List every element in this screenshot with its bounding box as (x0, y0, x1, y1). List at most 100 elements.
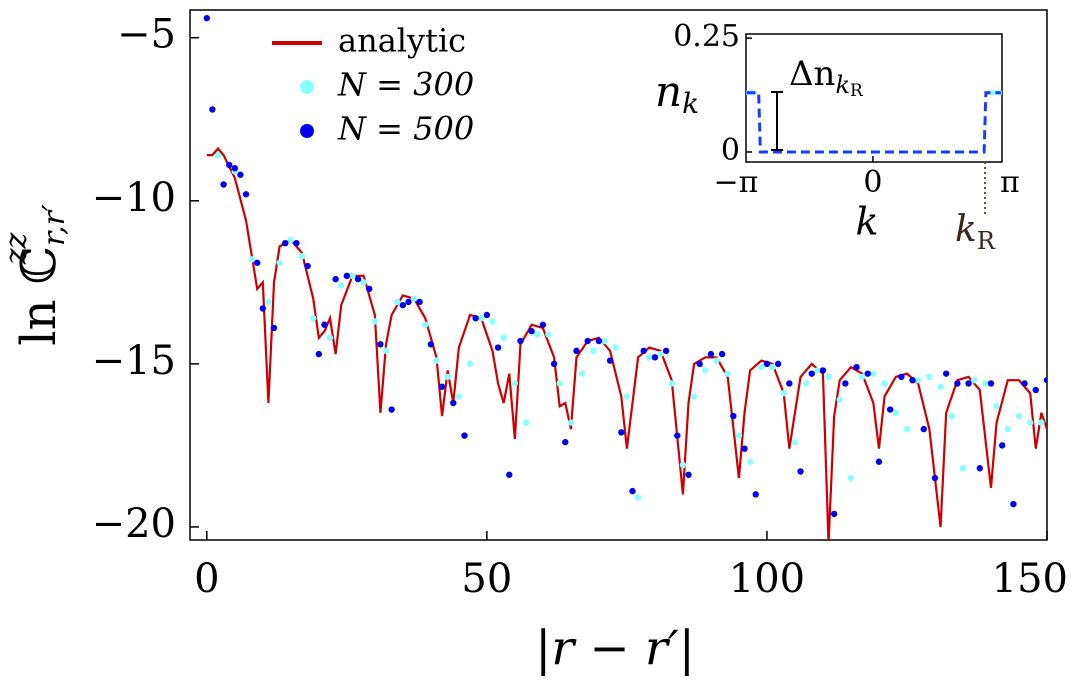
point (354, 275, 362, 283)
x-tick-label: 50 (461, 556, 512, 602)
point (903, 425, 911, 433)
legend-label: N = 300 (337, 66, 474, 104)
point (349, 272, 356, 280)
point (618, 429, 625, 436)
point (270, 324, 278, 332)
point (276, 259, 283, 266)
point (990, 90, 996, 96)
delta-base: Δn (789, 54, 835, 94)
point (752, 491, 759, 498)
y-axis-label: ln ℂr,r′zz (0, 204, 72, 346)
axes-frame (189, 9, 1048, 541)
point (293, 240, 300, 247)
point (769, 363, 776, 371)
point (282, 240, 289, 247)
point (623, 393, 631, 400)
point (545, 331, 552, 338)
point (674, 432, 681, 439)
point (774, 360, 782, 368)
point (315, 350, 323, 358)
point (1032, 386, 1039, 394)
x-tick-label: 100 (729, 556, 805, 602)
delta-bracket (771, 91, 783, 151)
axes-frame (745, 33, 1003, 163)
point (500, 334, 507, 341)
point (735, 432, 743, 439)
point (567, 419, 575, 426)
point (646, 354, 653, 361)
point (310, 315, 317, 322)
inset-bg (746, 34, 1002, 162)
point (220, 181, 227, 188)
point (730, 412, 737, 420)
x-tick-label: 0 (194, 556, 219, 602)
delta-sub: k (835, 71, 850, 99)
x-axis-label: |r − r′| (535, 621, 695, 677)
point (259, 305, 267, 312)
point (377, 341, 384, 348)
point (657, 350, 664, 358)
point (528, 328, 535, 335)
point (534, 331, 541, 338)
point (791, 438, 799, 446)
point (1004, 425, 1011, 433)
point (758, 363, 765, 371)
point (606, 357, 614, 364)
point (853, 363, 860, 371)
point (668, 380, 675, 387)
point (360, 279, 367, 286)
point (461, 432, 468, 439)
inset-y-label: nk (655, 67, 699, 120)
point (298, 253, 306, 260)
y-tick-label: −5 (117, 12, 176, 58)
point (522, 419, 530, 426)
point (993, 403, 1000, 410)
point (483, 311, 491, 319)
point (847, 474, 855, 482)
y-tick-label: 0.25 (673, 19, 740, 54)
plot-area (746, 90, 1002, 154)
point (640, 347, 647, 355)
point (870, 370, 877, 377)
point (338, 282, 345, 289)
point (802, 380, 810, 387)
point (976, 465, 983, 472)
point (511, 380, 519, 387)
point (987, 380, 995, 387)
point (478, 315, 485, 322)
point (612, 344, 619, 351)
point (394, 298, 401, 306)
k-r-label: kR (955, 209, 996, 255)
point (825, 373, 832, 381)
point (937, 383, 944, 390)
point (1010, 500, 1017, 508)
point (416, 298, 423, 306)
point (422, 321, 429, 328)
point (410, 295, 418, 302)
point (254, 259, 261, 266)
point (573, 347, 580, 355)
y-tick-label: 0 (721, 133, 740, 168)
point (702, 367, 709, 374)
point (965, 380, 972, 387)
point (556, 380, 563, 387)
point (578, 370, 586, 377)
point (931, 474, 939, 482)
point (248, 256, 255, 263)
point (892, 409, 899, 416)
point (718, 350, 726, 358)
delta-subsub: R (850, 81, 864, 101)
point (455, 393, 463, 400)
point (1015, 412, 1023, 420)
point (786, 380, 793, 387)
point (405, 298, 412, 306)
point (875, 458, 883, 465)
y-tick-label: −15 (92, 338, 176, 384)
k-r-base: k (955, 209, 977, 250)
point (304, 262, 311, 270)
plot-area (203, 14, 1047, 540)
point (562, 438, 569, 446)
point (595, 337, 603, 345)
legend-label: analytic (338, 22, 466, 60)
point (287, 236, 295, 244)
